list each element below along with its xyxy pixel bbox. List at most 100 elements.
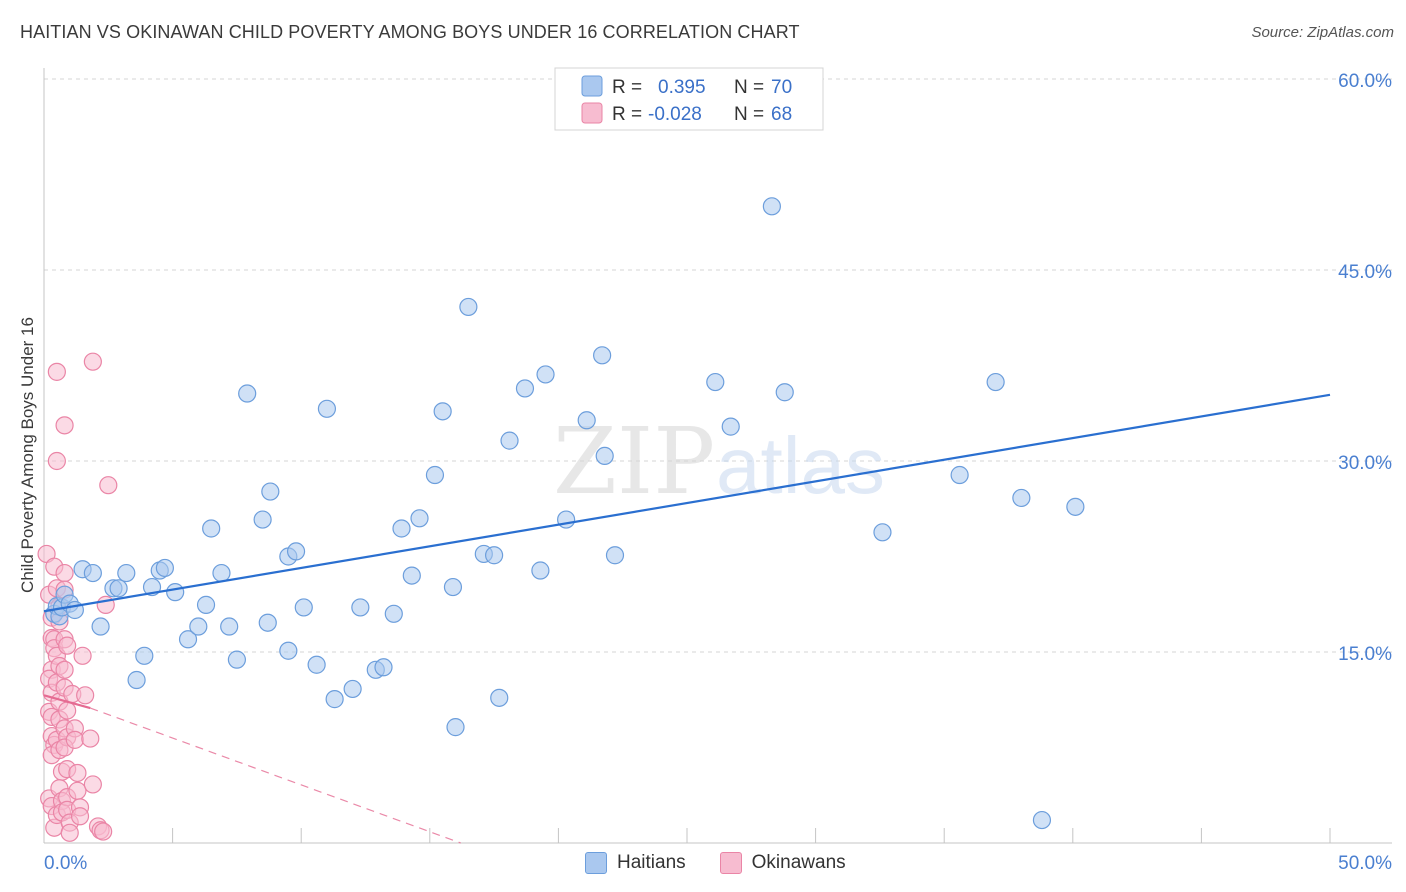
- haitian-point-51: [485, 546, 504, 565]
- haitian-point-27: [253, 510, 272, 529]
- y-tick-label-15: 15.0%: [1338, 644, 1392, 665]
- haitian-point-37: [343, 679, 362, 699]
- watermark: ZIP atlas: [553, 408, 885, 515]
- bottom-legend-swatch-haitians: [585, 852, 607, 874]
- okinawan-point-18: [47, 362, 66, 381]
- haitian-point-64: [762, 197, 781, 216]
- haitian-point-70: [1032, 810, 1052, 830]
- bottom-legend-haitians: Haitians: [585, 852, 686, 874]
- haitian-point-49: [459, 297, 478, 317]
- okinawans-trend-line-solid: [43, 694, 91, 710]
- haitian-point-63: [721, 417, 740, 436]
- haitian-point-36: [325, 690, 344, 709]
- legend-n-label-haitians: N =: [734, 77, 764, 98]
- source-label: Source: ZipAtlas.com: [1251, 24, 1394, 41]
- haitian-point-9: [91, 617, 110, 636]
- bottom-legend-label-okinawans: Okinawans: [751, 852, 846, 873]
- haitian-point-24: [220, 617, 239, 636]
- haitian-point-55: [531, 561, 550, 580]
- okinawan-point-19: [47, 451, 66, 471]
- haitian-point-42: [392, 519, 411, 538]
- haitian-point-53: [500, 431, 519, 450]
- legend-box: R = 0.395 N = 70 R = -0.028 N = 68: [554, 67, 824, 131]
- okinawan-point-59: [83, 775, 102, 794]
- okinawan-point-39: [58, 636, 77, 655]
- okinawan-point-65: [83, 352, 102, 371]
- okinawan-point-64: [99, 476, 118, 495]
- x-ticks: [43, 828, 1331, 843]
- haitian-point-12: [117, 563, 136, 583]
- haitian-point-46: [433, 402, 452, 421]
- watermark-atlas: atlas: [716, 421, 885, 510]
- haitians-trend-line: [43, 393, 1331, 613]
- legend-r-value-okinawans: -0.028: [648, 104, 702, 125]
- haitian-point-13: [127, 670, 146, 690]
- y-axis-label: Child Poverty Among Boys Under 16: [18, 317, 37, 593]
- haitian-point-25: [227, 650, 246, 669]
- watermark-zip: ZIP: [553, 408, 715, 515]
- okinawan-point-40: [55, 660, 74, 679]
- haitian-point-38: [351, 598, 370, 617]
- haitian-point-26: [238, 384, 257, 403]
- okinawan-point-35: [55, 416, 74, 435]
- haitian-point-14: [135, 646, 154, 665]
- haitian-point-48: [446, 718, 465, 737]
- legend-swatch-haitians: [581, 75, 603, 97]
- bottom-legend-swatch-okinawans: [719, 852, 742, 874]
- haitian-point-67: [950, 465, 969, 485]
- okinawans-series: [37, 352, 118, 842]
- haitian-point-32: [286, 542, 306, 561]
- haitian-point-43: [402, 566, 421, 585]
- haitian-point-45: [425, 465, 445, 485]
- okinawan-point-63: [60, 823, 79, 842]
- okinawan-point-58: [81, 729, 100, 748]
- legend-swatch-okinawans: [581, 102, 603, 124]
- legend-n-label-okinawans: N =: [734, 104, 764, 125]
- grid-lines: [44, 78, 1392, 653]
- haitian-point-61: [605, 546, 625, 565]
- haitian-point-33: [294, 598, 313, 617]
- haitian-point-29: [261, 482, 280, 501]
- haitian-point-56: [536, 365, 555, 384]
- legend-r-label-haitians: R =: [612, 77, 642, 98]
- y-tick-label-60: 60.0%: [1338, 71, 1392, 92]
- haitian-point-41: [384, 604, 403, 623]
- bottom-legend-label-haitians: Haitians: [617, 852, 686, 873]
- haitian-point-57: [557, 510, 576, 529]
- haitian-point-69: [1012, 488, 1031, 508]
- y-tick-labels: 15.0% 30.0% 45.0% 60.0%: [1338, 71, 1392, 665]
- okinawan-point-67: [70, 807, 90, 826]
- haitian-point-44: [410, 509, 429, 528]
- haitian-point-71: [1066, 497, 1085, 516]
- haitian-point-65: [775, 383, 794, 402]
- y-tick-label-45: 45.0%: [1338, 262, 1392, 283]
- haitian-point-40: [374, 658, 393, 677]
- x-tick-label-end: 50.0%: [1338, 853, 1392, 874]
- haitian-point-28: [258, 613, 277, 632]
- okinawan-point-56: [73, 646, 92, 665]
- haitian-point-68: [986, 372, 1005, 392]
- haitians-series: [45, 197, 1085, 830]
- haitian-point-21: [196, 595, 216, 614]
- haitian-point-23: [212, 563, 231, 583]
- haitian-point-58: [577, 411, 596, 430]
- okinawan-point-62: [94, 822, 113, 841]
- okinawan-point-42: [58, 701, 77, 720]
- haitian-point-34: [307, 655, 326, 674]
- haitian-point-19: [178, 630, 198, 649]
- okinawan-point-52: [65, 730, 84, 749]
- haitian-point-18: [166, 583, 185, 602]
- haitian-point-52: [490, 688, 509, 707]
- haitian-point-47: [443, 577, 463, 597]
- haitian-point-60: [595, 446, 614, 466]
- legend-n-value-okinawans: 68: [771, 104, 792, 125]
- haitian-point-54: [515, 379, 535, 398]
- x-tick-label-start: 0.0%: [44, 853, 87, 874]
- okinawan-point-53: [68, 763, 87, 783]
- haitian-point-20: [189, 617, 208, 636]
- haitian-point-17: [155, 558, 174, 578]
- y-tick-label-30: 30.0%: [1338, 453, 1392, 474]
- haitian-point-22: [202, 519, 221, 538]
- legend-n-value-haitians: 70: [771, 77, 792, 98]
